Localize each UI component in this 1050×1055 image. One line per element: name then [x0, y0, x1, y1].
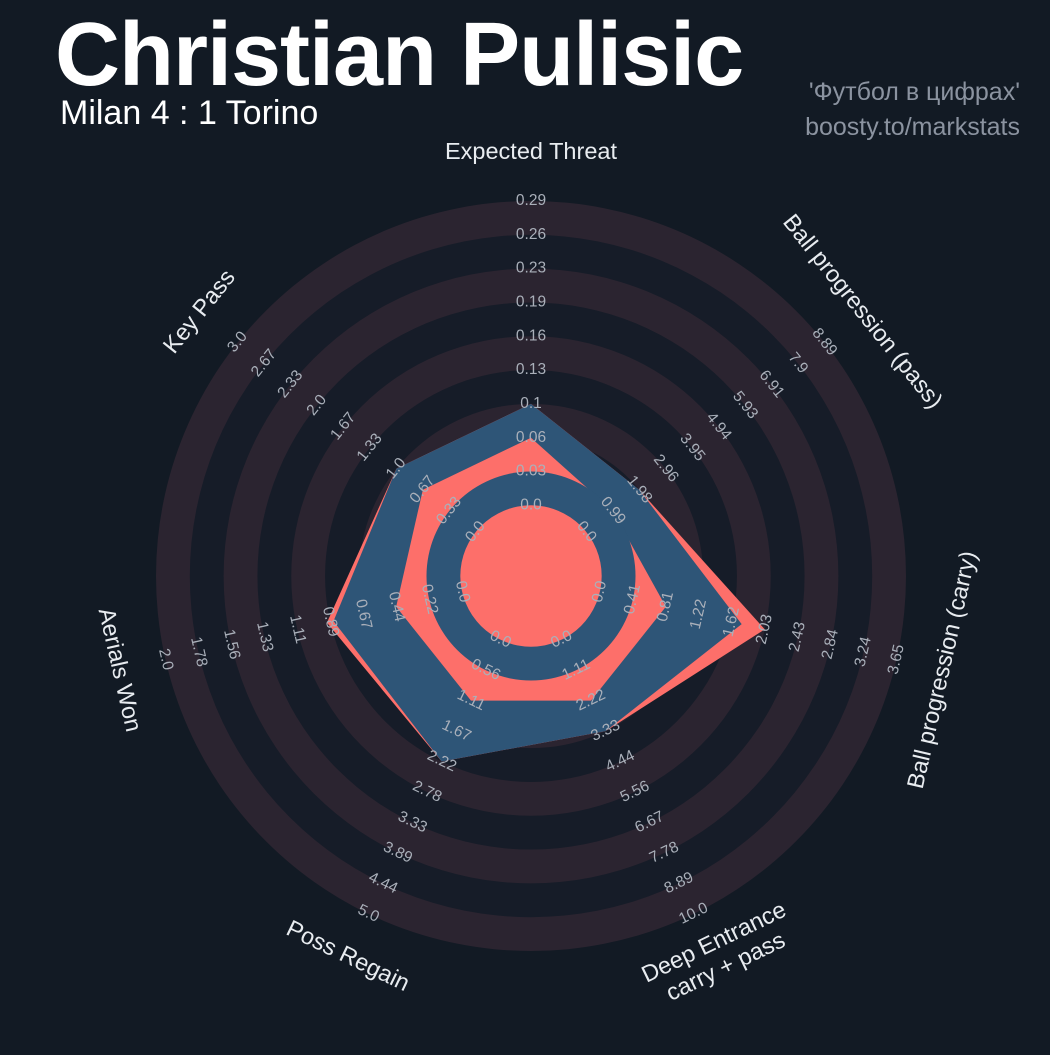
- svg-text:0.13: 0.13: [516, 361, 546, 378]
- svg-text:0.06: 0.06: [516, 429, 546, 446]
- svg-text:Expected Threat: Expected Threat: [445, 138, 617, 164]
- svg-text:0.23: 0.23: [516, 260, 546, 277]
- svg-text:0.03: 0.03: [516, 463, 546, 480]
- svg-text:0.19: 0.19: [516, 294, 546, 311]
- svg-text:0.29: 0.29: [516, 192, 546, 209]
- svg-text:0.0: 0.0: [520, 496, 542, 513]
- svg-text:0.1: 0.1: [520, 395, 542, 412]
- svg-text:0.26: 0.26: [516, 226, 546, 243]
- svg-text:0.16: 0.16: [516, 327, 546, 344]
